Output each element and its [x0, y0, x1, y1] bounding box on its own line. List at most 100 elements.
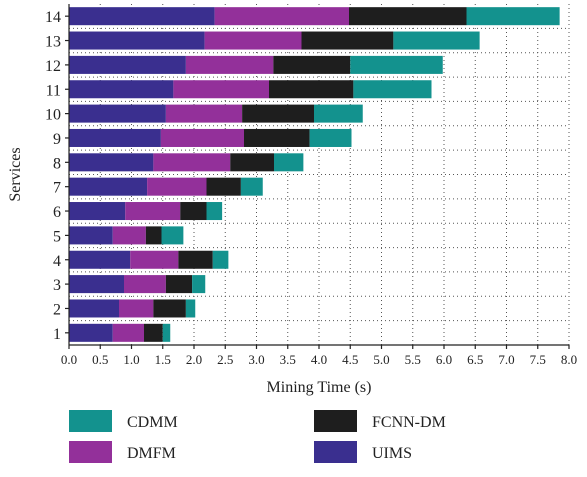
x-tick-label-1.0: 1.0 [123, 352, 139, 367]
bar-uims-service-8 [69, 153, 154, 172]
grid-lines [69, 4, 570, 345]
bar-uims-service-7 [69, 177, 148, 196]
bar-cdmm-service-13 [393, 31, 480, 50]
bar-cdmm-service-7 [240, 177, 263, 196]
bar-fcnn-dm-service-3 [165, 275, 193, 294]
legend: CDMM FCNN-DM DMFM UIMS [69, 410, 446, 463]
x-tick-label-3.0: 3.0 [248, 352, 264, 367]
y-tick-label-4: 4 [53, 253, 61, 270]
bar-cdmm-service-5 [161, 226, 184, 245]
x-tick-labels: 0.0 0.5 1.0 1.5 2.0 2.5 3.0 3.5 4.0 4.5 5.0 5.5 6.0 6… [61, 352, 577, 367]
bar-fcnn-dm-service-12 [273, 55, 351, 74]
bar-uims-service-12 [69, 55, 186, 74]
bar-cdmm-service-3 [192, 275, 206, 294]
bar-fcnn-dm-service-7 [206, 177, 241, 196]
legend-swatch-dmfm [69, 441, 112, 463]
bar-uims-service-4 [69, 250, 131, 269]
bar-dmfm-service-6 [125, 202, 181, 221]
y-tick-label-11: 11 [46, 82, 61, 99]
legend-swatch-fcnn-dm [314, 410, 357, 432]
y-tick-label-3: 3 [53, 277, 61, 294]
bar-uims-service-6 [69, 202, 126, 221]
legend-swatch-uims [314, 441, 357, 463]
x-tick-label-4.5: 4.5 [342, 352, 358, 367]
bar-dmfm-service-11 [173, 80, 269, 99]
legend-label-dmfm: DMFM [127, 445, 176, 462]
bar-uims-service-2 [69, 299, 119, 318]
y-tick-label-12: 12 [45, 58, 61, 75]
x-tick-label-2.0: 2.0 [186, 352, 202, 367]
y-tick-label-9: 9 [53, 131, 61, 148]
bar-dmfm-service-1 [112, 323, 144, 342]
bar-uims-service-3 [69, 275, 124, 294]
bar-cdmm-service-11 [353, 80, 432, 99]
x-tick-label-5.0: 5.0 [373, 352, 389, 367]
x-axis-title: Mining Time (s) [267, 379, 372, 396]
bar-fcnn-dm-service-8 [230, 153, 274, 172]
bar-fcnn-dm-service-9 [244, 128, 310, 147]
bar-fcnn-dm-service-4 [178, 250, 213, 269]
legend-label-fcnn-dm: FCNN-DM [372, 414, 446, 431]
bar-cdmm-service-1 [162, 323, 171, 342]
y-tick-label-13: 13 [45, 34, 61, 51]
bar-fcnn-dm-service-6 [180, 202, 207, 221]
y-tick-label-1: 1 [53, 326, 61, 343]
y-tick-label-5: 5 [53, 228, 61, 245]
x-tick-label-2.5: 2.5 [217, 352, 233, 367]
y-tick-label-2: 2 [53, 301, 61, 318]
bar-cdmm-service-14 [466, 7, 560, 26]
x-tick-label-7.5: 7.5 [530, 352, 546, 367]
bar-cdmm-service-8 [274, 153, 304, 172]
y-axis-title: Services [7, 147, 24, 201]
bar-fcnn-dm-service-13 [301, 31, 394, 50]
bar-dmfm-service-9 [160, 128, 244, 147]
bar-cdmm-service-4 [212, 250, 229, 269]
x-tick-label-1.5: 1.5 [155, 352, 171, 367]
y-tick-label-8: 8 [53, 155, 61, 172]
bar-dmfm-service-8 [153, 153, 231, 172]
bar-dmfm-service-5 [112, 226, 146, 245]
bar-cdmm-service-12 [350, 55, 443, 74]
legend-label-cdmm: CDMM [127, 414, 178, 431]
y-tick-label-14: 14 [45, 9, 61, 26]
bar-uims-service-13 [69, 31, 205, 50]
legend-swatch-cdmm [69, 410, 112, 432]
bar-dmfm-service-4 [130, 250, 179, 269]
x-tick-label-7.0: 7.0 [498, 352, 514, 367]
bar-dmfm-service-14 [214, 7, 349, 26]
y-tick-label-7: 7 [53, 180, 61, 197]
x-tick-label-3.5: 3.5 [280, 352, 296, 367]
y-tick-label-10: 10 [45, 107, 61, 124]
y-tick-label-6: 6 [53, 204, 61, 221]
bar-fcnn-dm-service-14 [349, 7, 467, 26]
bar-uims-service-11 [69, 80, 174, 99]
bar-cdmm-service-2 [185, 299, 196, 318]
bar-dmfm-service-2 [119, 299, 154, 318]
bar-dmfm-service-12 [185, 55, 274, 74]
bar-fcnn-dm-service-2 [153, 299, 186, 318]
bar-uims-service-14 [69, 7, 215, 26]
bar-uims-service-9 [69, 128, 161, 147]
bar-fcnn-dm-service-10 [242, 104, 314, 123]
bar-dmfm-service-7 [147, 177, 207, 196]
bar-uims-service-10 [69, 104, 166, 123]
axes [65, 4, 570, 349]
x-tick-label-0.5: 0.5 [92, 352, 108, 367]
x-tick-label-6.5: 6.5 [467, 352, 483, 367]
x-tick-label-5.5: 5.5 [405, 352, 421, 367]
bar-uims-service-1 [69, 323, 113, 342]
bars [69, 7, 560, 342]
bar-dmfm-service-10 [165, 104, 243, 123]
bar-uims-service-5 [69, 226, 113, 245]
x-tick-label-0.0: 0.0 [61, 352, 77, 367]
x-tick-label-4.0: 4.0 [311, 352, 327, 367]
bar-cdmm-service-10 [314, 104, 363, 123]
bar-fcnn-dm-service-5 [145, 226, 162, 245]
bar-fcnn-dm-service-1 [144, 323, 163, 342]
bar-dmfm-service-3 [124, 275, 166, 294]
bar-cdmm-service-6 [206, 202, 223, 221]
x-tick-label-6.0: 6.0 [436, 352, 452, 367]
bar-cdmm-service-9 [309, 128, 352, 147]
